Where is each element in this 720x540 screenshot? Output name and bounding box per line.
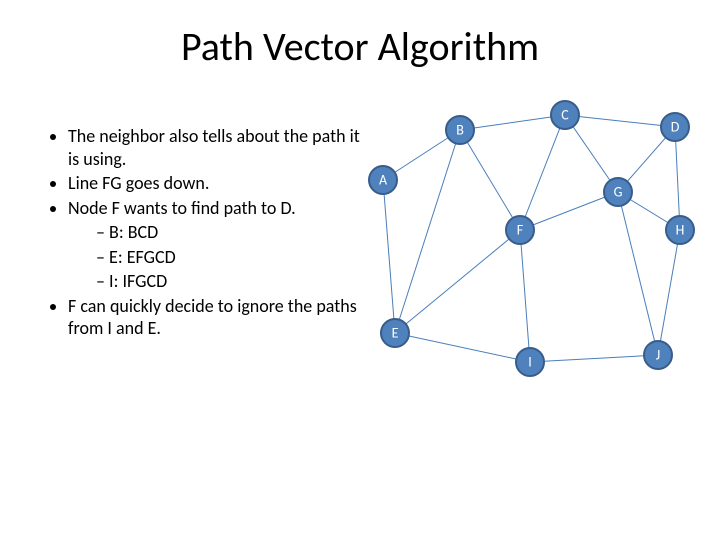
graph-edge (530, 355, 658, 362)
graph-node-label: B (456, 122, 464, 139)
graph-node-label: F (517, 222, 524, 239)
network-graph: A B C D E F G H I J (360, 100, 710, 430)
slide: Path Vector Algorithm The neighbor also … (0, 0, 720, 540)
graph-edge (675, 127, 680, 230)
graph-node-g: G (604, 178, 632, 206)
graph-node-d: D (661, 113, 689, 141)
graph-node-label: I (528, 354, 532, 371)
graph-edge (395, 130, 460, 333)
graph-edge (520, 230, 530, 362)
bullet-list: The neighbor also tells about the path i… (46, 125, 366, 342)
graph-edge (565, 115, 675, 127)
graph-node-j: J (644, 341, 672, 369)
graph-edge (658, 230, 680, 355)
graph-node-i: I (516, 348, 544, 376)
graph-node-h: H (666, 216, 694, 244)
bullet-item: Line FG goes down. (68, 172, 366, 195)
graph-node-label: C (561, 107, 569, 124)
bullet-item: F can quickly decide to ignore the paths… (68, 295, 366, 340)
graph-edge (395, 333, 530, 362)
graph-edge (460, 115, 565, 130)
graph-node-label: D (671, 119, 680, 136)
graph-edge (460, 130, 520, 230)
graph-edge (383, 180, 395, 333)
graph-edge (395, 230, 520, 333)
slide-title: Path Vector Algorithm (0, 22, 720, 71)
graph-node-label: J (656, 347, 660, 364)
graph-node-c: C (551, 101, 579, 129)
graph-edge (618, 192, 658, 355)
graph-node-label: G (614, 184, 623, 201)
graph-edge (520, 192, 618, 230)
graph-edge (520, 115, 565, 230)
bullet-item: The neighbor also tells about the path i… (68, 125, 366, 170)
graph-node-label: E (392, 325, 399, 342)
graph-node-b: B (446, 116, 474, 144)
bullet-item: Node F wants to find path to D. B: BCD E… (68, 197, 366, 293)
graph-node-e: E (381, 319, 409, 347)
graph-node-f: F (506, 216, 534, 244)
graph-node-a: A (369, 166, 397, 194)
graph-node-label: A (379, 172, 388, 189)
bullet-subitem: E: EFGCD (96, 246, 366, 269)
graph-node-label: H (676, 222, 685, 239)
bullet-subitem: B: BCD (96, 221, 366, 244)
bullet-subitem: I: IFGCD (96, 270, 366, 293)
